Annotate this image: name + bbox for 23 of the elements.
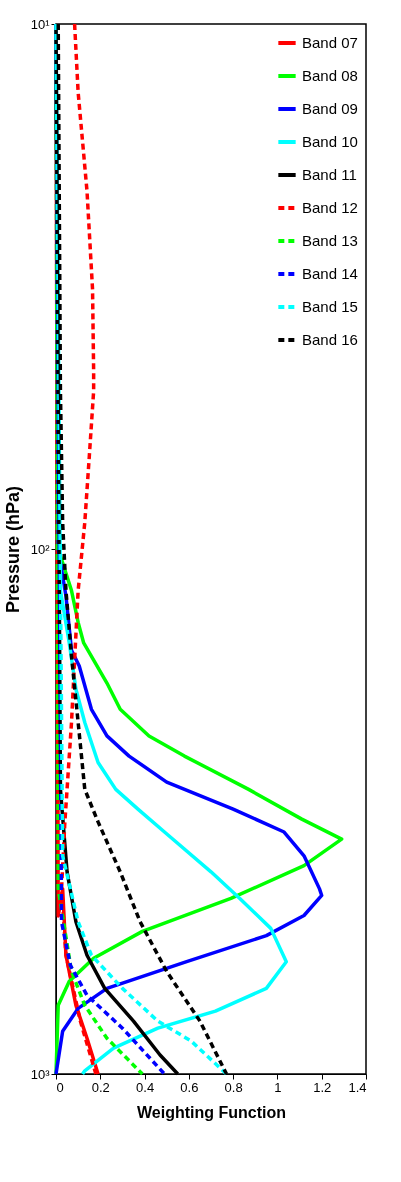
y-tick-label: 10¹ [30,16,51,32]
y-tick-label: 10³ [30,1066,51,1082]
x-tick-label: 0.8 [224,1079,243,1095]
legend-label: Band 11 [302,166,357,183]
legend-label: Band 09 [302,100,358,117]
legend-label: Band 15 [302,298,358,315]
legend-label: Band 07 [302,34,358,51]
legend-label: Band 13 [302,232,358,249]
legend-label: Band 08 [302,67,358,84]
x-axis-title: Weighting Function [136,1103,287,1121]
x-tick-label: 0.6 [180,1079,199,1095]
legend-label: Band 16 [302,331,358,348]
legend-label: Band 10 [302,133,358,150]
legend-label: Band 12 [302,199,358,216]
x-tick-label: 1.4 [348,1079,367,1095]
y-tick-label: 10² [30,541,51,557]
x-tick-label: 1.2 [313,1079,332,1095]
legend-label: Band 14 [302,265,358,282]
x-tick-label: 1 [274,1079,282,1095]
x-tick-label: 0 [56,1079,64,1095]
x-tick-label: 0.2 [91,1079,110,1095]
y-axis-title: Pressure (hPa) [2,485,23,614]
x-tick-label: 0.4 [136,1079,155,1095]
